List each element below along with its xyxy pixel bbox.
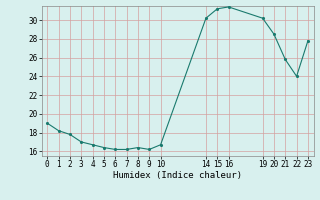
X-axis label: Humidex (Indice chaleur): Humidex (Indice chaleur) xyxy=(113,171,242,180)
